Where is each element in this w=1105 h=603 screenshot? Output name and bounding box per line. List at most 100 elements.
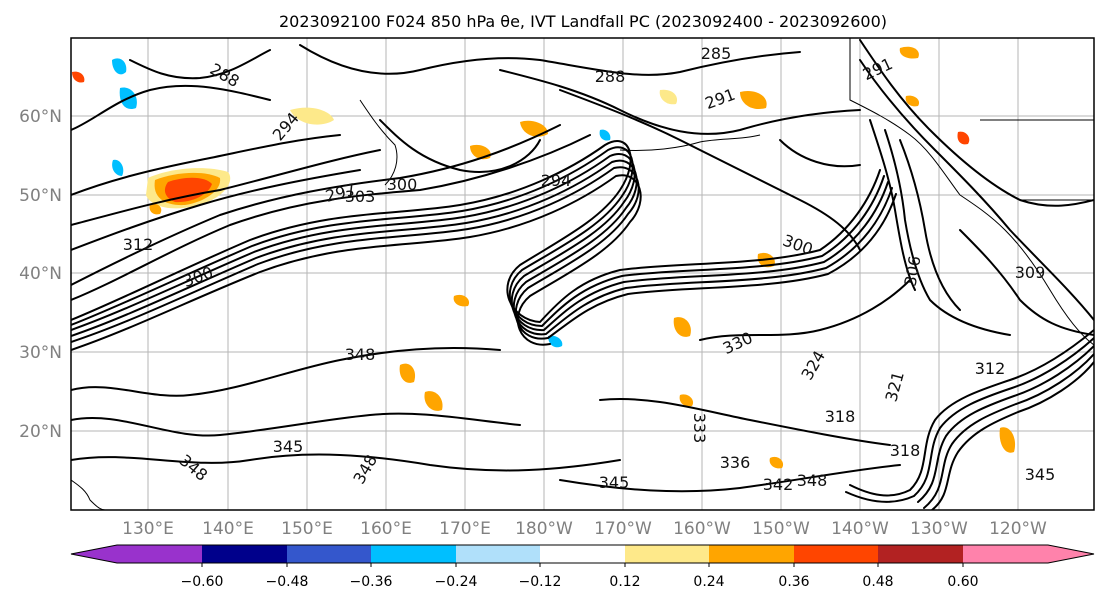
contour-line xyxy=(559,464,901,493)
colorbar-segment xyxy=(371,545,456,563)
coastline-aleutians xyxy=(619,134,761,152)
contour-label: 345 xyxy=(1025,465,1056,484)
latitude-labels: 60°N 50°N 40°N 30°N 20°N xyxy=(19,107,62,442)
colorbar-ticks xyxy=(201,563,964,567)
shaded-patch xyxy=(957,131,970,145)
shaded-patch xyxy=(659,89,678,105)
contour-line xyxy=(71,174,642,351)
shaded-patch xyxy=(548,335,563,348)
lon-label: 140°W xyxy=(831,519,889,539)
contour-label: 348 xyxy=(345,345,376,364)
colorbar-tick-label: 0.12 xyxy=(609,574,640,590)
shaded-patches xyxy=(72,46,1016,469)
contour-line xyxy=(923,353,1094,509)
contour-line xyxy=(71,134,591,301)
contour-line xyxy=(931,361,1094,510)
shaded-patch xyxy=(164,177,212,203)
contour-label: 345 xyxy=(599,473,630,492)
colorbar-segment xyxy=(878,545,963,563)
map-title: 2023092100 F024 850 hPa θe, IVT Landfall… xyxy=(279,12,887,31)
contour-label: 318 xyxy=(890,441,921,460)
lon-label: 150°W xyxy=(752,519,810,539)
lon-label: 170°E xyxy=(439,519,491,539)
contour-line xyxy=(71,140,881,323)
shaded-patch xyxy=(740,90,767,110)
contour-line xyxy=(71,453,621,472)
contour-line xyxy=(899,139,961,311)
colorbar-segment xyxy=(456,545,540,563)
shaded-patch xyxy=(673,317,691,337)
coastline xyxy=(71,38,1094,510)
contour-line xyxy=(71,134,341,196)
contour-line xyxy=(379,119,541,173)
shaded-patch xyxy=(453,294,470,307)
lon-label: 130°W xyxy=(910,519,968,539)
lon-label: 170°W xyxy=(594,519,652,539)
map-panel: 285 288 288 291 291 294 294 297 300 303 … xyxy=(19,37,1095,539)
contour-label: 333 xyxy=(690,413,709,444)
colorbar: −0.60 −0.48 −0.36 −0.24 −0.12 0.12 0.24 … xyxy=(70,544,1095,590)
contour-line xyxy=(71,166,897,343)
shaded-patch xyxy=(399,363,416,383)
theta-e-contours xyxy=(71,39,1094,510)
contour-line xyxy=(71,124,561,286)
contour-label: 312 xyxy=(123,235,154,254)
lon-label: 130°E xyxy=(122,519,174,539)
contour-label: 300 xyxy=(387,175,418,194)
colorbar-tick-label: −0.60 xyxy=(181,574,224,590)
contour-line xyxy=(71,169,361,251)
colorbar-segment xyxy=(625,545,709,563)
lat-label-60n: 60°N xyxy=(19,107,62,127)
lat-label-30n: 30°N xyxy=(19,343,62,363)
contour-line xyxy=(499,69,861,135)
colorbar-tick-label: 0.60 xyxy=(947,574,978,590)
contour-label: 312 xyxy=(975,359,1006,378)
colorbar-segment xyxy=(540,545,625,563)
shaded-patch xyxy=(520,120,548,137)
colorbar-tick-labels: −0.60 −0.48 −0.36 −0.24 −0.12 0.12 0.24 … xyxy=(181,574,979,590)
colorbar-tick-label: −0.24 xyxy=(435,574,478,590)
colorbar-segment xyxy=(202,545,287,563)
colorbar-segment xyxy=(709,545,794,563)
contour-label: 348 xyxy=(797,471,828,490)
colorbar-extend-low xyxy=(71,545,117,563)
contour-line xyxy=(779,139,861,168)
colorbar-segment xyxy=(794,545,878,563)
contour-line xyxy=(599,398,891,446)
coastline-kamchatka xyxy=(359,99,398,186)
lat-label-50n: 50°N xyxy=(19,186,62,206)
contour-line xyxy=(71,146,885,327)
contour-line xyxy=(71,153,889,332)
contour-label: 288 xyxy=(595,67,626,86)
contour-line xyxy=(71,149,381,226)
lon-label: 140°E xyxy=(202,519,254,539)
colorbar-outline xyxy=(70,544,1095,564)
contour-line xyxy=(71,412,521,437)
colorbar-extend-high xyxy=(1048,545,1094,563)
contour-label: 303 xyxy=(345,187,376,206)
colorbar-segments xyxy=(71,545,1094,563)
contour-label: 318 xyxy=(825,407,856,426)
colorbar-tick-label: 0.24 xyxy=(693,574,724,590)
map-background xyxy=(71,38,1094,510)
contour-line xyxy=(917,345,1094,503)
contour-line xyxy=(71,84,271,131)
colorbar-tick-label: −0.12 xyxy=(519,574,562,590)
contour-line xyxy=(859,59,1094,321)
contour-line xyxy=(849,329,1094,497)
colorbar-tick-label: −0.48 xyxy=(266,574,309,590)
lon-label: 120°W xyxy=(989,519,1047,539)
shaded-patch xyxy=(290,107,334,125)
contour-label: 294 xyxy=(541,171,572,190)
contour-label: 345 xyxy=(273,437,304,456)
coastline-japan xyxy=(71,479,106,510)
shaded-patch xyxy=(424,391,443,411)
lon-label: 180°W xyxy=(515,519,573,539)
shaded-patch xyxy=(769,456,784,469)
contour-line xyxy=(869,119,916,291)
contour-label: 309 xyxy=(1015,263,1046,282)
colorbar-tick-label: 0.36 xyxy=(778,574,809,590)
contour-line xyxy=(699,279,911,341)
shaded-patch xyxy=(112,159,124,176)
contour-label: 285 xyxy=(701,44,732,63)
